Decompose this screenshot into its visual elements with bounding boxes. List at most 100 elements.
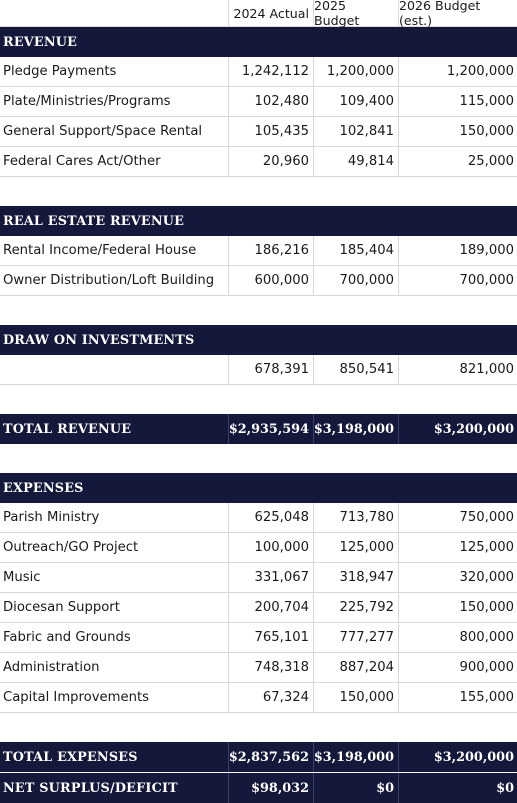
row-label	[0, 355, 228, 384]
cell-2025-budget: 125,000	[313, 533, 398, 562]
cell-2025-budget: 887,204	[313, 653, 398, 682]
total-revenue-2025: $3,198,000	[313, 414, 398, 444]
spacer	[0, 385, 517, 414]
cell-2024-actual: 100,000	[228, 533, 313, 562]
spacer	[0, 713, 517, 742]
cell-2024-actual: 186,216	[228, 236, 313, 265]
column-header-2026-budget: 2026 Budget (est.)	[398, 0, 517, 28]
cell-2024-actual: 200,704	[228, 593, 313, 622]
net-surplus-row: NET SURPLUS/DEFICIT $98,032 $0 $0	[0, 773, 517, 803]
total-revenue-2026: $3,200,000	[398, 414, 517, 444]
row-label: General Support/Space Rental	[3, 124, 203, 139]
column-header-row: 2024 Actual 2025 Budget 2026 Budget (est…	[0, 0, 517, 28]
cell-2026-budget: 900,000	[398, 653, 517, 682]
row-label: Fabric and Grounds	[3, 630, 131, 645]
cell-2026-budget: 150,000	[398, 593, 517, 622]
net-surplus-label: NET SURPLUS/DEFICIT	[3, 780, 178, 796]
cell-2026-budget: 115,000	[398, 87, 517, 116]
cell-2026-budget: 800,000	[398, 623, 517, 652]
section-heading-revenue: REVENUE	[0, 27, 517, 57]
cell-2024-actual: 102,480	[228, 87, 313, 116]
column-header-2025-budget: 2025 Budget	[313, 0, 398, 28]
cell-2025-budget: 1,200,000	[313, 57, 398, 86]
row-label: Owner Distribution/Loft Building	[3, 273, 215, 288]
cell-2025-budget: 49,814	[313, 147, 398, 176]
cell-2024-actual: 625,048	[228, 503, 313, 532]
section-heading-investments: DRAW ON INVESTMENTS	[0, 325, 517, 355]
column-header-2024-actual: 2024 Actual	[228, 0, 313, 26]
row-label: Administration	[3, 660, 100, 675]
section-heading-label: EXPENSES	[3, 480, 84, 496]
table-row: Owner Distribution/Loft Building 600,000…	[0, 266, 517, 296]
cell-2026-budget: 189,000	[398, 236, 517, 265]
cell-2025-budget: 102,841	[313, 117, 398, 146]
cell-2025-budget: 185,404	[313, 236, 398, 265]
spacer	[0, 444, 517, 473]
table-row: Diocesan Support 200,704 225,792 150,000	[0, 593, 517, 623]
cell-2024-actual: 765,101	[228, 623, 313, 652]
cell-2024-actual: 105,435	[228, 117, 313, 146]
cell-2024-actual: 1,242,112	[228, 57, 313, 86]
cell-2024-actual: 748,318	[228, 653, 313, 682]
cell-2025-budget: 318,947	[313, 563, 398, 592]
total-expenses-2026: $3,200,000	[398, 742, 517, 772]
total-expenses-2025: $3,198,000	[313, 742, 398, 772]
cell-2025-budget: 225,792	[313, 593, 398, 622]
cell-2026-budget: 700,000	[398, 266, 517, 295]
cell-2026-budget: 320,000	[398, 563, 517, 592]
total-revenue-label: TOTAL REVENUE	[3, 421, 132, 437]
row-label: Parish Ministry	[3, 510, 100, 525]
row-label: Federal Cares Act/Other	[3, 154, 161, 169]
cell-2024-actual: 67,324	[228, 683, 313, 712]
cell-2026-budget: 150,000	[398, 117, 517, 146]
net-surplus-2024: $98,032	[228, 773, 313, 803]
row-label: Pledge Payments	[3, 64, 117, 79]
net-surplus-2026: $0	[398, 773, 517, 803]
cell-2024-actual: 331,067	[228, 563, 313, 592]
table-row: Pledge Payments 1,242,112 1,200,000 1,20…	[0, 57, 517, 87]
table-row: Outreach/GO Project 100,000 125,000 125,…	[0, 533, 517, 563]
row-label: Diocesan Support	[3, 600, 120, 615]
cell-2025-budget: 109,400	[313, 87, 398, 116]
table-row: Federal Cares Act/Other 20,960 49,814 25…	[0, 147, 517, 177]
total-expenses-2024: $2,837,562	[228, 742, 313, 772]
cell-2026-budget: 125,000	[398, 533, 517, 562]
cell-2025-budget: 713,780	[313, 503, 398, 532]
spacer	[0, 296, 517, 325]
section-heading-expenses: EXPENSES	[0, 473, 517, 503]
table-row: Fabric and Grounds 765,101 777,277 800,0…	[0, 623, 517, 653]
cell-2025-budget: 850,541	[313, 355, 398, 384]
cell-2024-actual: 20,960	[228, 147, 313, 176]
total-expenses-row: TOTAL EXPENSES $2,837,562 $3,198,000 $3,…	[0, 742, 517, 772]
section-heading-label: DRAW ON INVESTMENTS	[3, 332, 195, 348]
row-label: Rental Income/Federal House	[3, 243, 197, 258]
column-header-blank	[0, 0, 228, 26]
cell-2026-budget: 25,000	[398, 147, 517, 176]
net-surplus-2025: $0	[313, 773, 398, 803]
cell-2025-budget: 150,000	[313, 683, 398, 712]
row-label: Outreach/GO Project	[3, 540, 139, 555]
total-expenses-label: TOTAL EXPENSES	[3, 749, 138, 765]
cell-2024-actual: 600,000	[228, 266, 313, 295]
cell-2024-actual: 678,391	[228, 355, 313, 384]
cell-2026-budget: 750,000	[398, 503, 517, 532]
row-divider	[0, 772, 517, 773]
cell-2026-budget: 821,000	[398, 355, 517, 384]
table-row: 678,391 850,541 821,000	[0, 355, 517, 385]
spacer	[0, 177, 517, 206]
table-row: Administration 748,318 887,204 900,000	[0, 653, 517, 683]
cell-2025-budget: 777,277	[313, 623, 398, 652]
cell-2026-budget: 155,000	[398, 683, 517, 712]
table-row: Plate/Ministries/Programs 102,480 109,40…	[0, 87, 517, 117]
total-revenue-row: TOTAL REVENUE $2,935,594 $3,198,000 $3,2…	[0, 414, 517, 444]
table-row: Rental Income/Federal House 186,216 185,…	[0, 236, 517, 266]
cell-2025-budget: 700,000	[313, 266, 398, 295]
row-label: Capital Improvements	[3, 690, 150, 705]
section-heading-real-estate: REAL ESTATE REVENUE	[0, 206, 517, 236]
table-row: General Support/Space Rental 105,435 102…	[0, 117, 517, 147]
table-row: Parish Ministry 625,048 713,780 750,000	[0, 503, 517, 533]
total-revenue-2024: $2,935,594	[228, 414, 313, 444]
cell-2026-budget: 1,200,000	[398, 57, 517, 86]
section-heading-label: REAL ESTATE REVENUE	[3, 213, 185, 229]
